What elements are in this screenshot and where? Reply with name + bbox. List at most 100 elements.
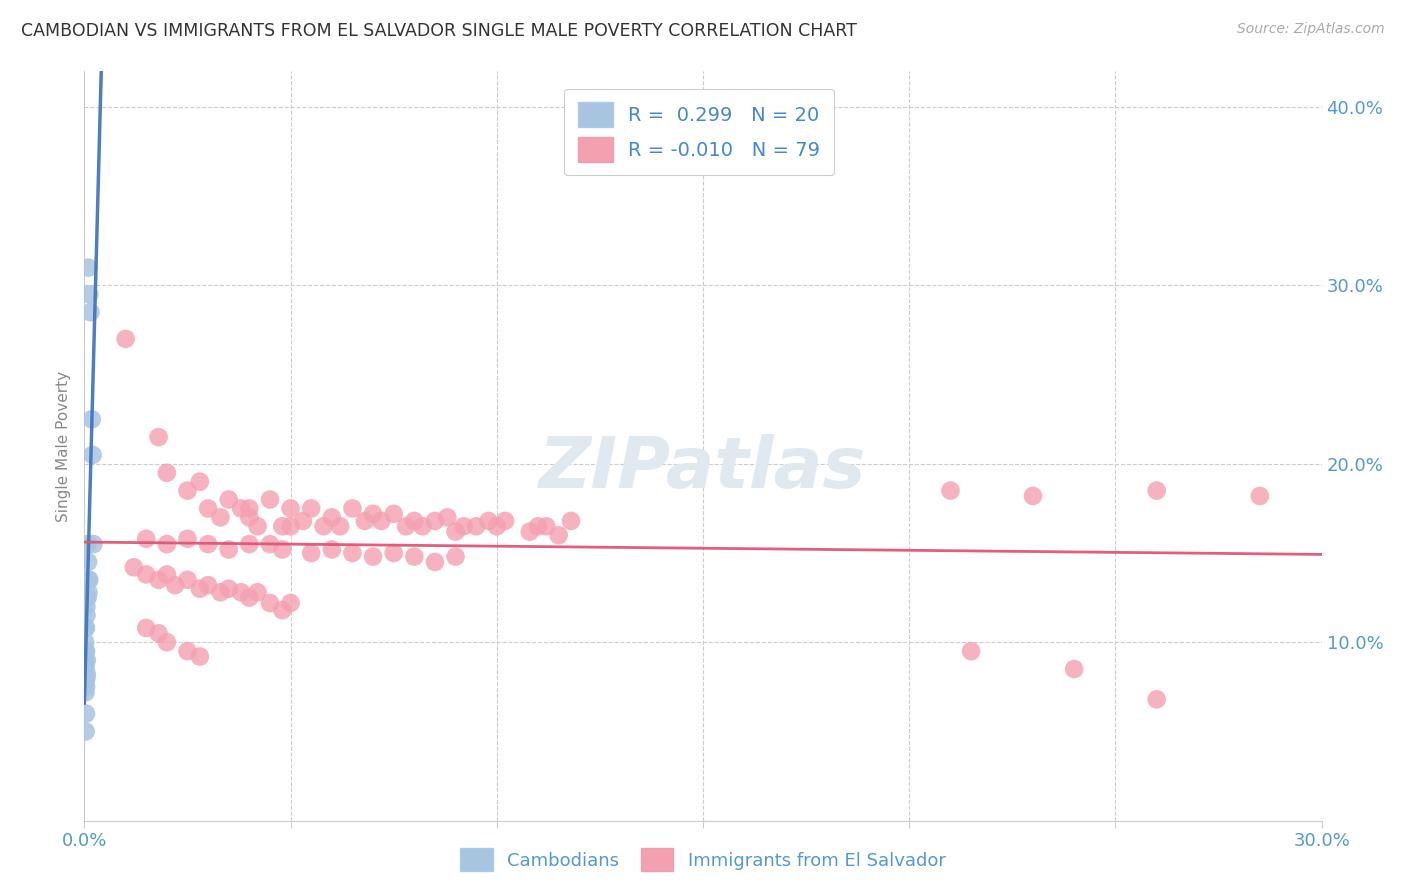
Point bbox=[271, 519, 294, 533]
Point bbox=[197, 578, 219, 592]
Point bbox=[280, 501, 302, 516]
Point bbox=[75, 662, 97, 676]
Point bbox=[271, 603, 294, 617]
Point bbox=[76, 591, 98, 605]
Point bbox=[321, 510, 343, 524]
Point bbox=[76, 667, 98, 681]
Point bbox=[477, 514, 499, 528]
Point bbox=[342, 501, 364, 516]
Point bbox=[75, 706, 97, 721]
Point bbox=[404, 549, 426, 564]
Point bbox=[76, 653, 98, 667]
Point bbox=[188, 649, 211, 664]
Point bbox=[148, 430, 170, 444]
Point bbox=[299, 501, 322, 516]
Point bbox=[176, 573, 198, 587]
Point bbox=[156, 537, 179, 551]
Point bbox=[75, 657, 97, 671]
Point bbox=[395, 519, 418, 533]
Point bbox=[238, 510, 260, 524]
Point bbox=[259, 596, 281, 610]
Point bbox=[291, 514, 314, 528]
Point bbox=[423, 555, 446, 569]
Point bbox=[82, 448, 104, 462]
Point bbox=[361, 549, 384, 564]
Point bbox=[259, 492, 281, 507]
Point bbox=[444, 549, 467, 564]
Point bbox=[1146, 692, 1168, 706]
Point bbox=[135, 567, 157, 582]
Point bbox=[218, 492, 240, 507]
Point bbox=[280, 596, 302, 610]
Point bbox=[246, 585, 269, 599]
Text: ZIPatlas: ZIPatlas bbox=[540, 434, 866, 503]
Point bbox=[444, 524, 467, 539]
Point bbox=[80, 412, 103, 426]
Point bbox=[960, 644, 983, 658]
Text: CAMBODIAN VS IMMIGRANTS FROM EL SALVADOR SINGLE MALE POVERTY CORRELATION CHART: CAMBODIAN VS IMMIGRANTS FROM EL SALVADOR… bbox=[21, 22, 858, 40]
Point bbox=[75, 621, 97, 635]
Point bbox=[114, 332, 136, 346]
Point bbox=[1146, 483, 1168, 498]
Point bbox=[423, 514, 446, 528]
Point bbox=[197, 501, 219, 516]
Point bbox=[246, 519, 269, 533]
Y-axis label: Single Male Poverty: Single Male Poverty bbox=[56, 370, 72, 522]
Point bbox=[75, 724, 97, 739]
Text: Source: ZipAtlas.com: Source: ZipAtlas.com bbox=[1237, 22, 1385, 37]
Point bbox=[197, 537, 219, 551]
Point bbox=[1063, 662, 1085, 676]
Point bbox=[238, 501, 260, 516]
Point bbox=[148, 626, 170, 640]
Point bbox=[122, 560, 145, 574]
Legend: Cambodians, Immigrants from El Salvador: Cambodians, Immigrants from El Salvador bbox=[453, 841, 953, 879]
Point bbox=[75, 644, 97, 658]
Point bbox=[280, 519, 302, 533]
Point bbox=[536, 519, 558, 533]
Point bbox=[75, 608, 97, 623]
Point bbox=[436, 510, 458, 524]
Point bbox=[404, 514, 426, 528]
Point bbox=[382, 546, 405, 560]
Point bbox=[218, 542, 240, 557]
Point bbox=[382, 507, 405, 521]
Point bbox=[75, 674, 97, 689]
Point bbox=[165, 578, 187, 592]
Point bbox=[1249, 489, 1271, 503]
Point bbox=[188, 475, 211, 489]
Point bbox=[494, 514, 516, 528]
Point bbox=[156, 635, 179, 649]
Point bbox=[75, 671, 97, 685]
Point bbox=[148, 573, 170, 587]
Point bbox=[412, 519, 434, 533]
Point bbox=[82, 537, 104, 551]
Legend: R =  0.299   N = 20, R = -0.010   N = 79: R = 0.299 N = 20, R = -0.010 N = 79 bbox=[564, 88, 834, 176]
Point bbox=[75, 599, 97, 614]
Point bbox=[218, 582, 240, 596]
Point bbox=[176, 483, 198, 498]
Point bbox=[75, 680, 97, 694]
Point bbox=[299, 546, 322, 560]
Point bbox=[361, 507, 384, 521]
Point bbox=[75, 621, 97, 635]
Point bbox=[156, 466, 179, 480]
Point bbox=[77, 585, 100, 599]
Point bbox=[209, 510, 232, 524]
Point bbox=[156, 567, 179, 582]
Point bbox=[939, 483, 962, 498]
Point bbox=[75, 644, 97, 658]
Point bbox=[135, 621, 157, 635]
Point bbox=[188, 582, 211, 596]
Point bbox=[79, 287, 101, 301]
Point bbox=[76, 537, 98, 551]
Point bbox=[370, 514, 392, 528]
Point bbox=[312, 519, 335, 533]
Point bbox=[229, 501, 252, 516]
Point bbox=[75, 635, 97, 649]
Point bbox=[79, 305, 101, 319]
Point bbox=[329, 519, 352, 533]
Point bbox=[353, 514, 375, 528]
Point bbox=[321, 542, 343, 557]
Point bbox=[75, 685, 97, 699]
Point bbox=[77, 260, 100, 275]
